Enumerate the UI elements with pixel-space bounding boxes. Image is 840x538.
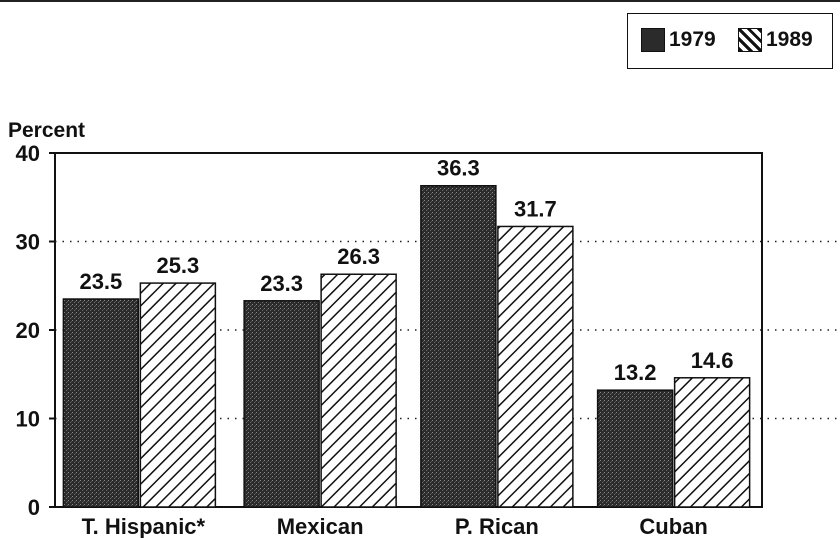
legend-label-1979: 1979 <box>669 28 716 51</box>
data-label: 25.3 <box>156 253 199 278</box>
legend-swatch-1989 <box>738 28 762 52</box>
data-label: 14.6 <box>691 348 734 373</box>
x-tick-label: Mexican <box>277 514 364 538</box>
data-label: 13.2 <box>614 360 657 385</box>
x-tick-label: Cuban <box>639 514 707 538</box>
y-tick-label: 30 <box>16 230 40 255</box>
data-label: 36.3 <box>437 156 480 181</box>
bar-1979-cuban <box>596 389 674 508</box>
bar-1979-prican <box>420 184 497 508</box>
data-label: 31.7 <box>514 196 557 221</box>
y-axis-label: Percent <box>8 119 85 142</box>
bar-1989-cuban <box>673 377 751 508</box>
data-label: 23.3 <box>260 271 303 296</box>
bar-1989-mexican <box>320 273 397 508</box>
top-rule <box>0 0 840 2</box>
bar-1989-prican <box>497 225 574 508</box>
x-tick-label: P. Rican <box>455 514 539 538</box>
data-label: 23.5 <box>79 269 122 294</box>
y-tick-label: 20 <box>16 318 40 343</box>
y-tick-label: 40 <box>16 141 40 166</box>
legend-swatch-1979 <box>641 28 665 52</box>
y-tick-label: 10 <box>16 407 40 432</box>
bar-1989-thispanic <box>139 282 217 508</box>
legend: 1979 1989 <box>627 13 833 69</box>
bar-1979-thispanic <box>62 298 140 508</box>
y-tick-label: 0 <box>28 495 40 520</box>
x-tick-label: T. Hispanic* <box>82 514 206 538</box>
bar-1979-mexican <box>243 300 320 508</box>
data-label: 26.3 <box>337 244 380 269</box>
legend-label-1989: 1989 <box>766 28 813 51</box>
